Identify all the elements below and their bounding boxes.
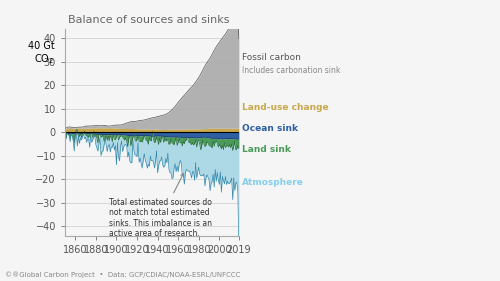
Text: Fossil carbon: Fossil carbon bbox=[242, 53, 301, 62]
Text: ©®Global Carbon Project  •  Data: GCP/CDIAC/NOAA-ESRL/UNFCCC: ©®Global Carbon Project • Data: GCP/CDIA… bbox=[5, 271, 240, 278]
Text: Atmosphere: Atmosphere bbox=[242, 178, 304, 187]
Text: Includes carbonation sink: Includes carbonation sink bbox=[242, 66, 340, 75]
Text: Total estimated sources do
not match total estimated
sinks. This imbalance is an: Total estimated sources do not match tot… bbox=[109, 173, 212, 238]
Y-axis label: 40 Gt
CO$_2$: 40 Gt CO$_2$ bbox=[28, 40, 54, 66]
Text: Land sink: Land sink bbox=[242, 144, 291, 154]
Text: Land-use change: Land-use change bbox=[242, 103, 329, 112]
Text: Ocean sink: Ocean sink bbox=[242, 124, 298, 133]
Text: Balance of sources and sinks: Balance of sources and sinks bbox=[68, 15, 230, 25]
